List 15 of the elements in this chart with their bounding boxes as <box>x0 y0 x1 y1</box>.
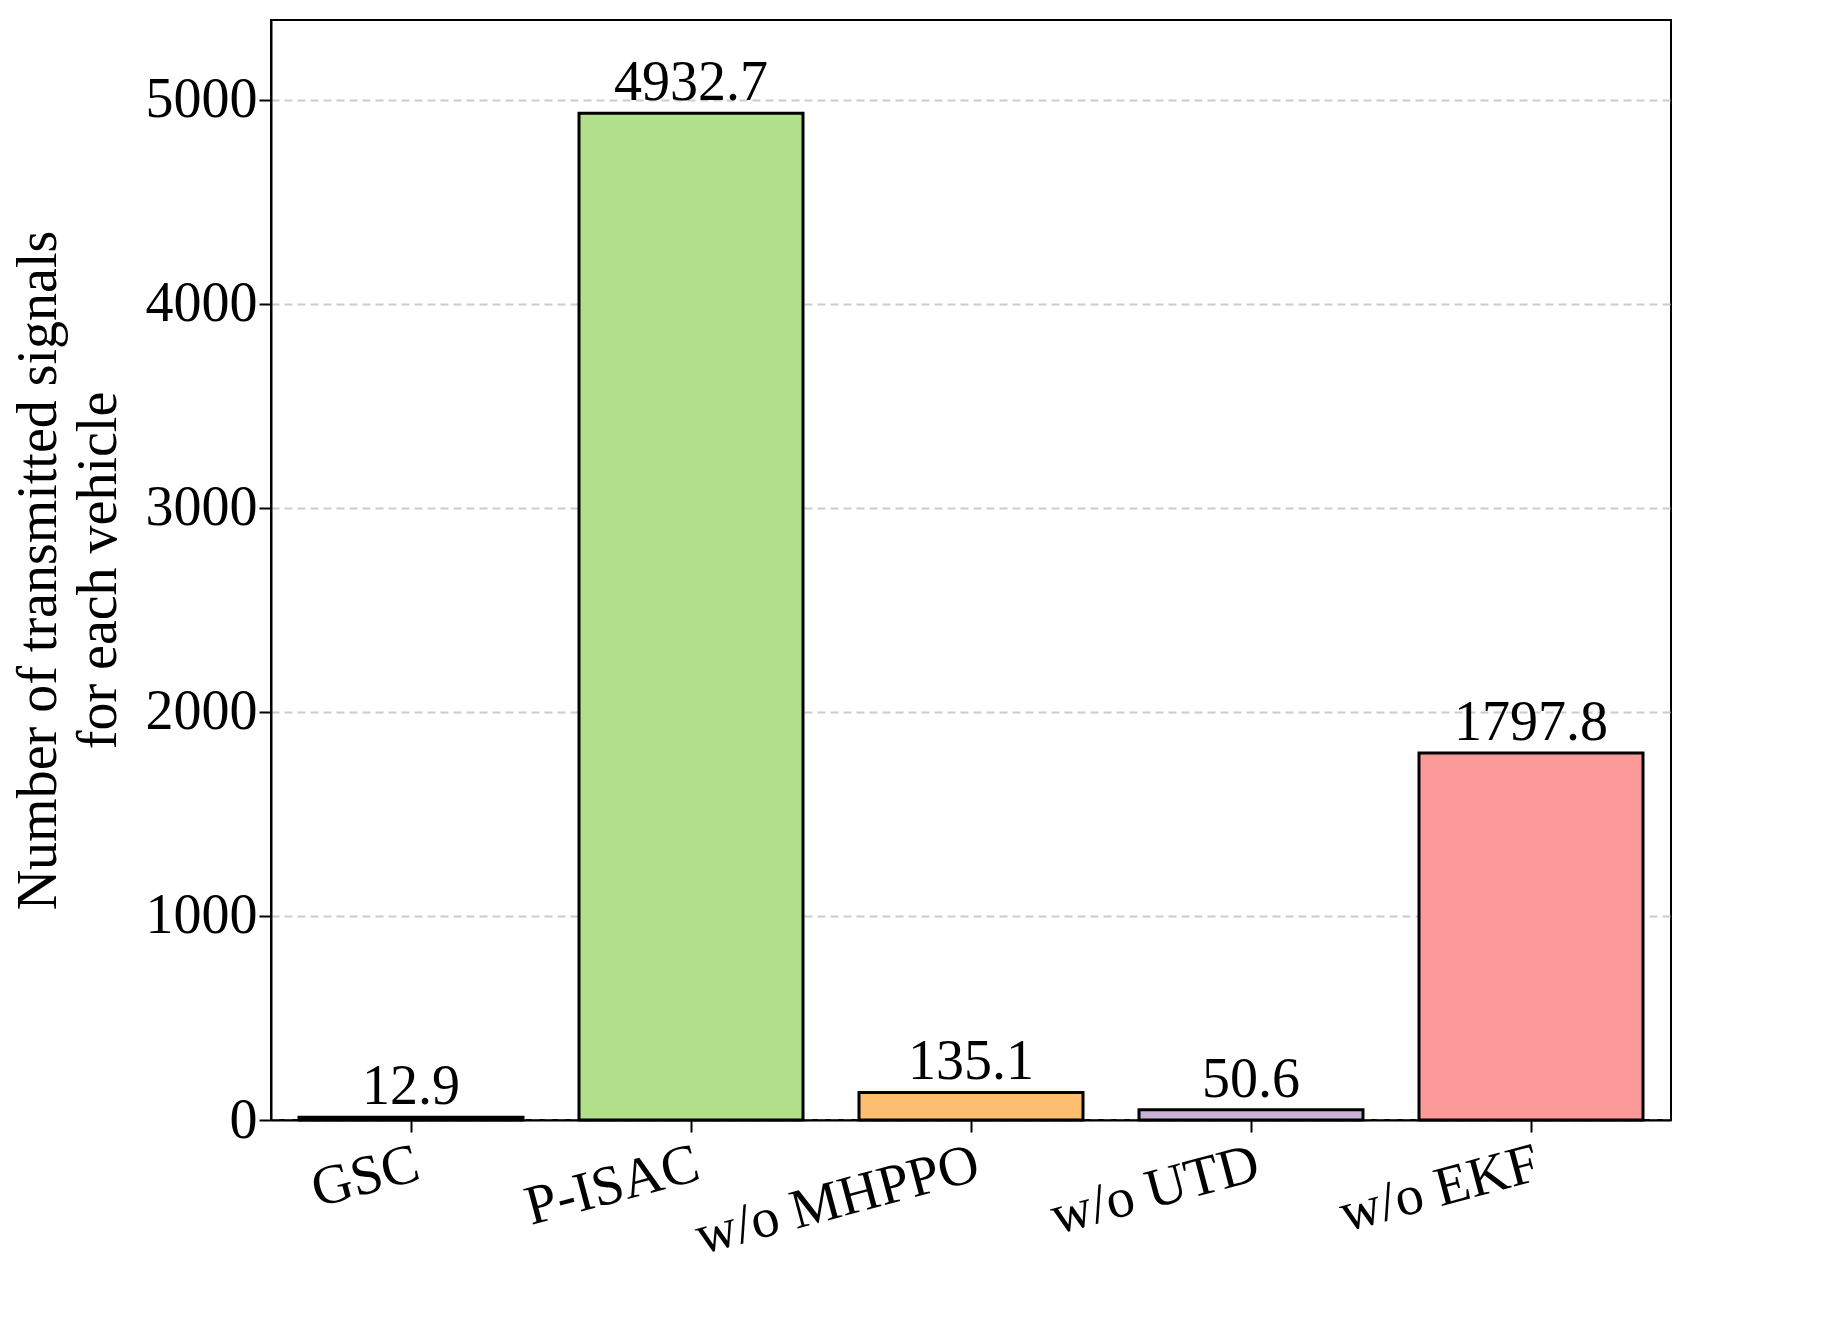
data-label: 135.1 <box>908 1029 1034 1092</box>
x-tick-label: GSC <box>304 1130 426 1219</box>
data-label: 4932.7 <box>614 50 768 113</box>
y-tick-label: 4000 <box>145 271 258 334</box>
y-tick-label: 1000 <box>145 883 258 946</box>
x-tick-label: w/o EKF <box>1332 1130 1546 1244</box>
y-tick-label: 0 <box>229 1087 258 1150</box>
data-label: 1797.8 <box>1454 690 1608 753</box>
y-axis-title: Number of transmitted signals for each vehicle <box>5 230 128 911</box>
y-tick-label: 5000 <box>145 67 258 130</box>
y-tick-label: 3000 <box>145 475 258 538</box>
y-tick-label: 2000 <box>145 679 258 742</box>
x-tick-label: w/o UTD <box>1043 1130 1266 1246</box>
data-label: 50.6 <box>1202 1046 1300 1109</box>
data-label: 12.9 <box>362 1054 460 1117</box>
